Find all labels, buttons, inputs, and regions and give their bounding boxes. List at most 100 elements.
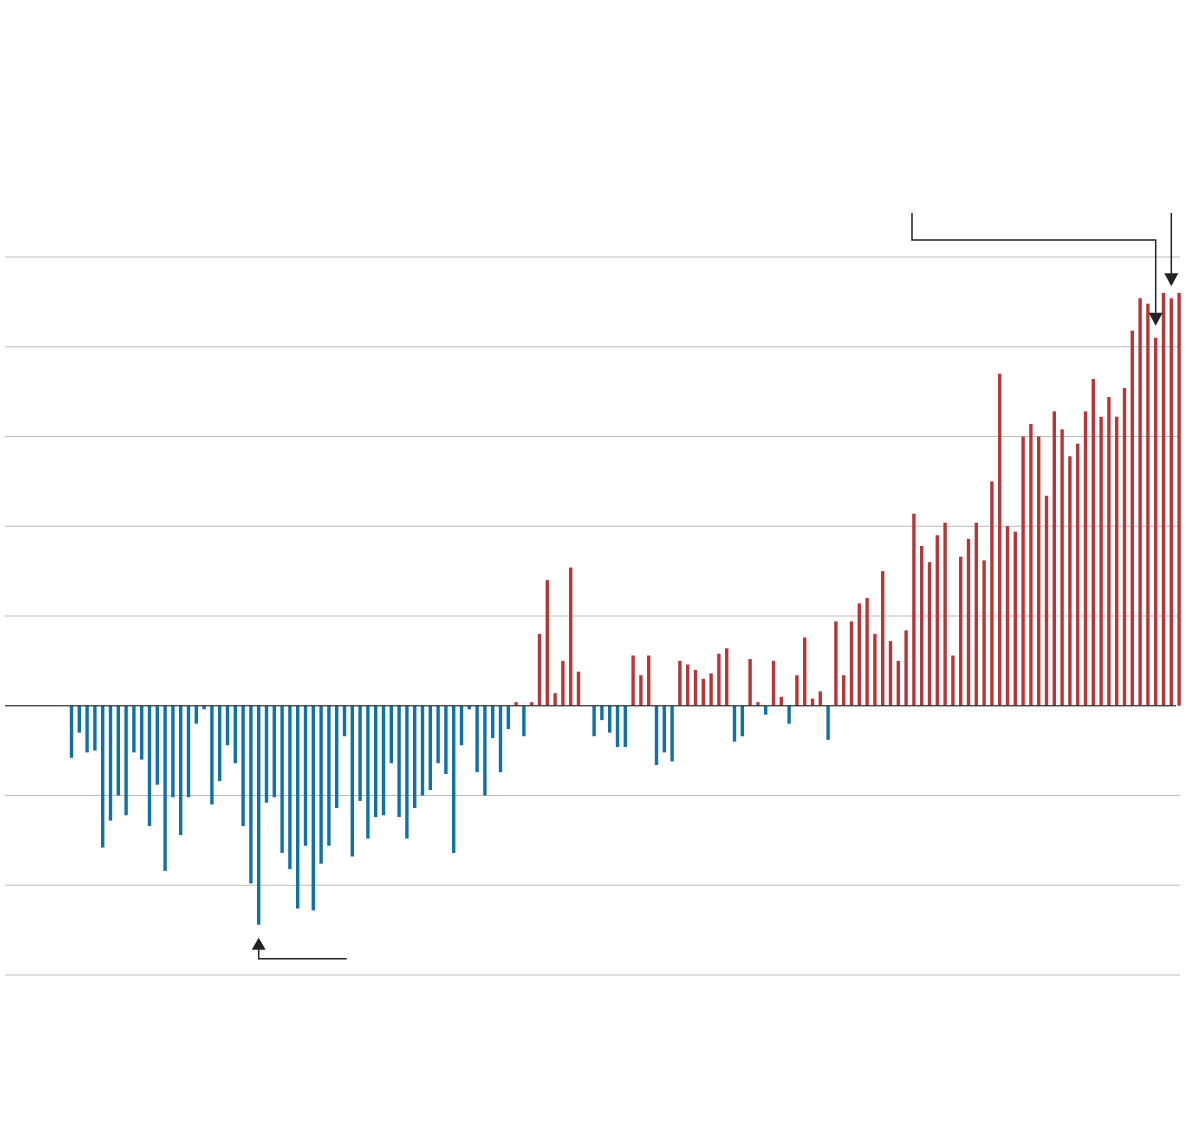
bar-negative	[186, 705, 191, 798]
bar-negative	[194, 705, 198, 724]
bar-negative	[475, 705, 479, 773]
arrow-head-down	[1148, 312, 1163, 326]
bar-negative	[787, 705, 791, 724]
bar-positive	[1161, 292, 1166, 706]
bar-positive	[920, 546, 924, 706]
bar-positive	[1099, 416, 1103, 706]
bar-positive	[1052, 411, 1056, 706]
bar-positive	[1107, 397, 1111, 706]
bar-positive	[912, 513, 916, 706]
bar-negative	[147, 705, 152, 827]
bar-positive	[818, 691, 822, 706]
bar-negative	[116, 705, 120, 796]
bar-positive	[1005, 526, 1010, 706]
bar-positive	[951, 655, 955, 706]
bar-negative	[335, 705, 339, 809]
bar-positive	[514, 702, 518, 706]
bar-negative	[210, 705, 214, 805]
bar-positive	[701, 678, 705, 706]
bar-negative	[467, 705, 471, 710]
bar-positive	[1130, 330, 1134, 706]
bar-negative	[444, 705, 448, 774]
bar-positive	[849, 621, 854, 706]
gridlines	[5, 256, 1180, 976]
bar-negative	[397, 705, 401, 818]
bar-negative	[264, 705, 269, 803]
bar-negative	[498, 705, 503, 773]
bar-positive	[959, 556, 963, 706]
bar-negative	[85, 705, 89, 753]
bar-negative	[358, 705, 362, 801]
annotations	[251, 213, 1179, 960]
bar-positive	[857, 603, 861, 706]
bar-positive	[569, 567, 573, 706]
bar-positive	[1154, 337, 1158, 706]
bar-negative	[241, 705, 245, 827]
bar-positive	[865, 598, 869, 706]
bar-positive	[553, 693, 557, 706]
bar-positive	[725, 648, 729, 706]
bar-positive	[834, 621, 838, 706]
bar-positive	[803, 637, 807, 706]
bar-negative	[108, 705, 113, 821]
bar-positive	[943, 522, 947, 706]
bar-positive	[1037, 436, 1041, 706]
bar-positive	[709, 673, 713, 706]
bar-positive	[842, 675, 846, 706]
bar-negative	[826, 705, 830, 740]
bar-negative	[233, 705, 237, 764]
bar-positive	[779, 696, 783, 706]
bar-positive	[771, 660, 776, 706]
bar-negative	[124, 705, 128, 816]
bar-positive	[1169, 298, 1173, 706]
bar-positive	[1060, 429, 1064, 706]
bar-negative	[155, 705, 159, 785]
bar-negative	[218, 705, 222, 782]
bar-negative	[428, 705, 432, 791]
bar-positive	[1115, 416, 1119, 706]
bar-negative	[311, 705, 315, 911]
bar-positive	[904, 630, 908, 706]
bar-positive	[982, 560, 986, 706]
bar-negative	[764, 705, 768, 715]
bar-negative	[436, 705, 440, 764]
bar-positive	[873, 633, 877, 706]
bar-positive	[647, 655, 651, 706]
bar-negative	[662, 705, 666, 753]
bar-negative	[452, 705, 456, 853]
bar-positive	[881, 571, 885, 706]
arrow-head-up	[251, 937, 266, 950]
bar-positive	[935, 535, 939, 706]
bar-positive	[1076, 443, 1080, 706]
bar-positive	[998, 373, 1002, 706]
bar-negative	[522, 705, 526, 737]
bar-positive	[795, 675, 799, 706]
bar-negative	[132, 705, 136, 753]
bar-negative	[615, 705, 620, 748]
bars	[69, 292, 1181, 925]
bar-positive	[561, 660, 565, 706]
bar-negative	[342, 705, 347, 737]
bar-negative	[608, 705, 612, 733]
bar-negative	[69, 705, 74, 758]
bar-negative	[288, 705, 292, 870]
bar-positive	[927, 562, 932, 706]
bar-negative	[101, 705, 105, 848]
bar-positive	[1013, 531, 1017, 706]
bar-positive	[537, 633, 542, 706]
bar-negative	[163, 705, 167, 871]
bar-negative	[592, 705, 596, 737]
bar-negative	[506, 705, 510, 730]
bar-negative	[303, 705, 308, 846]
bar-negative	[483, 705, 487, 796]
bar-positive	[888, 641, 893, 706]
bar-positive	[631, 655, 635, 706]
bar-positive	[748, 659, 752, 706]
annotation-leader-line	[911, 213, 1157, 313]
bar-negative	[350, 705, 354, 857]
bar-negative	[319, 705, 323, 864]
bar-positive	[1068, 456, 1072, 706]
bar-negative	[374, 705, 378, 818]
bar-positive	[686, 664, 690, 706]
bar-negative	[280, 705, 284, 853]
